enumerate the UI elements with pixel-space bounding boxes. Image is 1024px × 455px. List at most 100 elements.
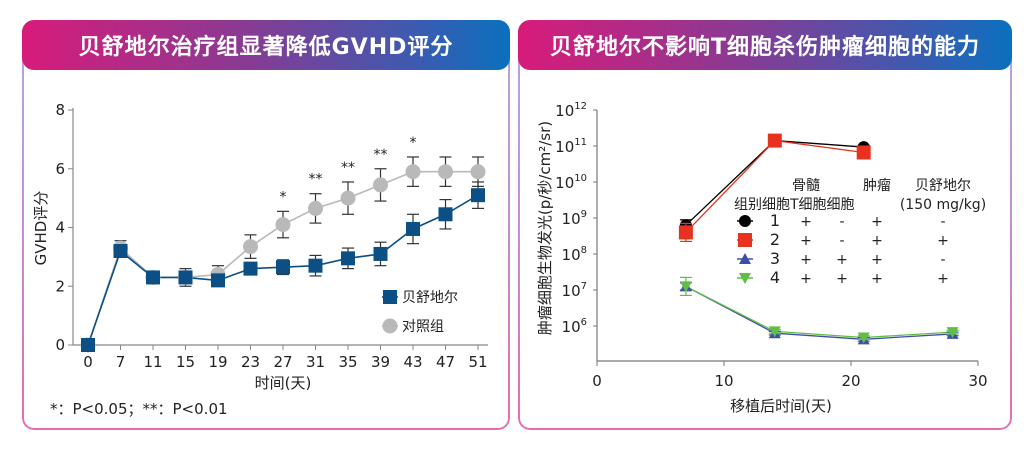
- gvhd-x-tick-label: 23: [241, 353, 260, 371]
- gvhd-x-tick-label: 51: [468, 353, 487, 371]
- log-y-tick-label: 107: [562, 281, 587, 300]
- bioluminescence-x-axis-label: 移植后时间(天): [730, 397, 832, 415]
- legend-header-top: 肿瘤: [863, 177, 891, 194]
- log-y-tick-label: 108: [562, 245, 587, 264]
- gvhd-x-tick-label: 47: [436, 353, 455, 371]
- gvhd-x-tick-label: 0: [83, 353, 93, 371]
- treatment-marker: [81, 338, 95, 352]
- group-line-4: [685, 285, 953, 339]
- significance-star: *: [410, 135, 417, 151]
- group-2-marker: [678, 225, 693, 240]
- legend-cell: +: [800, 271, 812, 287]
- panel-border: [22, 20, 510, 430]
- group-4-marker: [679, 281, 692, 293]
- legend-cell: +: [800, 233, 812, 249]
- legend-cell: +: [871, 214, 883, 230]
- legend-cell: +: [937, 271, 949, 287]
- significance-star: **: [341, 160, 355, 176]
- treatment-marker: [178, 270, 193, 285]
- legend-control-marker: [382, 318, 398, 334]
- treatment-marker: [243, 261, 258, 276]
- legend-group-number: 1: [770, 211, 780, 230]
- group-2-marker: [856, 145, 871, 160]
- gvhd-panel: 贝舒地尔治疗组显著降低GVHD评分: [22, 20, 510, 430]
- legend-header-top: 骨髓: [792, 178, 820, 194]
- gvhd-x-tick-label: 7: [116, 353, 126, 371]
- legend-treatment-marker: [383, 290, 397, 304]
- gvhd-x-tick-label: 43: [403, 353, 422, 371]
- treatment-marker: [373, 246, 388, 261]
- legend-group-number: 2: [770, 230, 780, 249]
- log-y-tick-label: 1012: [555, 101, 587, 120]
- bioluminescence-y-axis-label: 肿瘤细胞生物发光(p/秒/cm²/sr): [536, 121, 554, 335]
- treatment-marker: [341, 251, 355, 266]
- panel-border: [518, 20, 1012, 430]
- legend-label-control: 对照组: [402, 319, 444, 335]
- gvhd-x-tick-label: 11: [143, 353, 162, 371]
- control-marker: [470, 164, 486, 180]
- tumor-killing-panel-title: 贝舒地尔不影响T细胞杀伤肿瘤细胞的能力: [518, 20, 1012, 70]
- control-marker: [308, 200, 323, 216]
- treatment-marker: [406, 221, 420, 236]
- significance-star: **: [309, 172, 323, 188]
- legend-cell: +: [836, 271, 848, 287]
- treatment-marker: [146, 270, 160, 285]
- gvhd-x-tick-label: 19: [208, 353, 227, 371]
- gvhd-x-tick-label: 35: [338, 353, 357, 371]
- gvhd-x-tick-label: 15: [176, 353, 195, 371]
- legend-cell: -: [940, 252, 945, 268]
- log-y-tick-label: 109: [562, 209, 587, 228]
- gvhd-y-tick-label: 8: [55, 101, 65, 119]
- gvhd-x-tick-label: 27: [273, 353, 292, 371]
- gvhd-y-tick-label: 2: [55, 277, 65, 295]
- legend-cell: +: [937, 233, 949, 249]
- significance-footnote: *：P<0.05；**：P<0.01: [50, 400, 228, 418]
- gvhd-y-tick-label: 0: [55, 336, 65, 354]
- gvhd-panel-title: 贝舒地尔治疗组显著降低GVHD评分: [22, 20, 510, 70]
- legend-cell: +: [871, 233, 883, 249]
- gvhd-x-tick-label: 31: [306, 353, 325, 371]
- legend-marker-4: [739, 273, 751, 284]
- legend-marker-1: [739, 215, 751, 227]
- legend-cell: +: [836, 252, 848, 268]
- legend-marker-2: [738, 233, 752, 247]
- treatment-marker: [308, 258, 323, 273]
- legend-header-top: 贝舒地尔: [915, 178, 971, 194]
- treatment-marker: [276, 260, 290, 275]
- legend-cell: -: [839, 233, 844, 249]
- significance-star: *: [280, 189, 287, 205]
- log-y-tick-label: 1011: [555, 137, 587, 156]
- x-tick-label: 20: [841, 372, 860, 390]
- legend-group-number: 3: [770, 249, 780, 268]
- control-marker: [275, 217, 291, 233]
- group-4-marker: [946, 327, 959, 339]
- legend-cell: -: [839, 214, 844, 230]
- legend-label-treatment: 贝舒地尔: [402, 290, 458, 306]
- legend-cell: +: [800, 214, 812, 230]
- control-marker: [243, 239, 258, 255]
- legend-cell: -: [940, 214, 945, 230]
- control-marker: [340, 190, 356, 206]
- legend-cell: +: [871, 252, 883, 268]
- group-2-marker: [767, 133, 782, 148]
- treatment-marker: [211, 273, 225, 288]
- log-y-tick-label: 106: [562, 317, 587, 336]
- log-y-tick-label: 1010: [555, 173, 587, 192]
- significance-star: **: [374, 147, 388, 163]
- legend-header-dose: (150 mg/kg): [900, 197, 986, 213]
- treatment-marker: [438, 207, 453, 222]
- group-4-marker: [768, 326, 781, 338]
- group-line-3: [685, 285, 953, 340]
- control-marker: [405, 164, 421, 180]
- legend-group-number: 4: [770, 268, 780, 287]
- x-tick-label: 10: [714, 372, 733, 390]
- control-marker: [438, 164, 453, 180]
- tumor-killing-panel: 贝舒地尔不影响T细胞杀伤肿瘤细胞的能力: [518, 20, 1012, 430]
- treatment-marker: [471, 188, 485, 203]
- control-marker: [373, 177, 388, 193]
- group-4-marker: [857, 332, 870, 344]
- gvhd-y-axis-label: GVHD评分: [32, 191, 50, 266]
- gvhd-y-tick-label: 6: [55, 160, 65, 178]
- legend-cell: +: [871, 271, 883, 287]
